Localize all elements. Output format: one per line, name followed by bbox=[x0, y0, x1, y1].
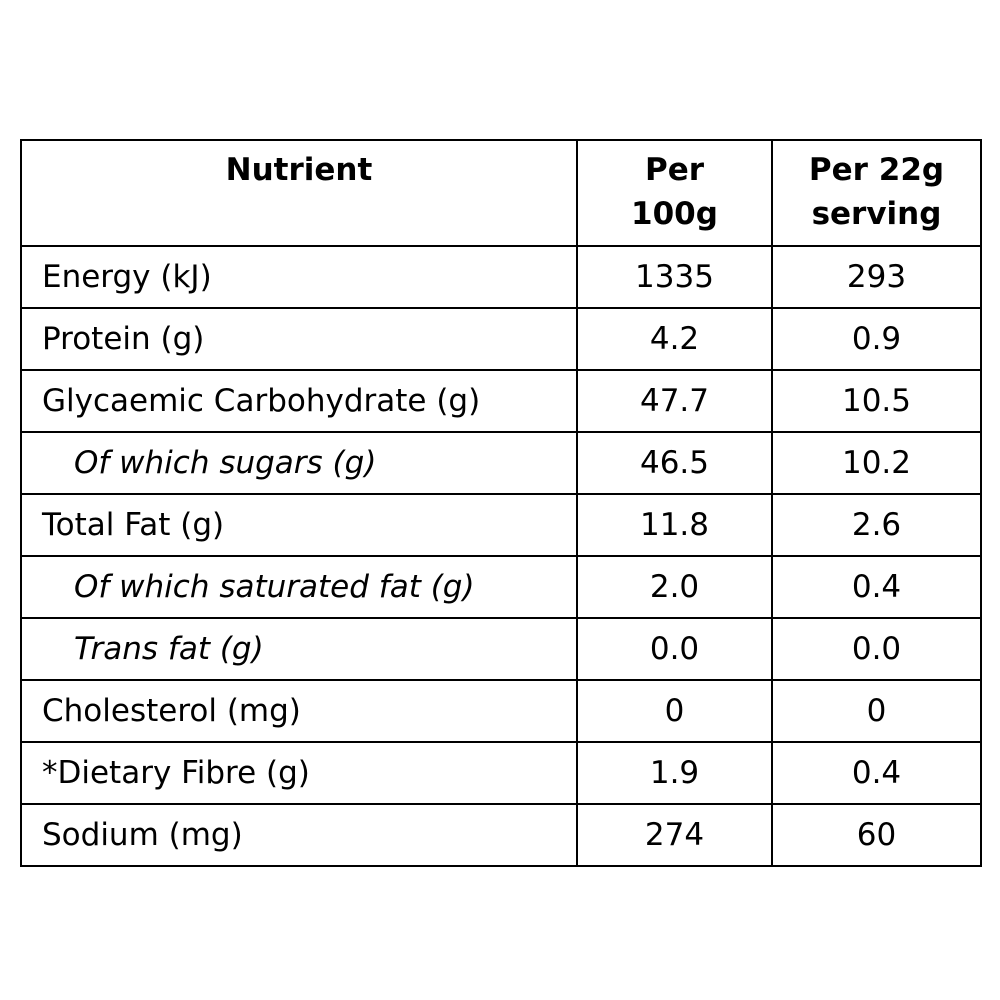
per-100g-value: 1.9 bbox=[576, 741, 773, 805]
per-serving-value: 0.0 bbox=[771, 617, 982, 681]
per-serving-value: 293 bbox=[771, 245, 982, 309]
table-row: *Dietary Fibre (g) 1.9 0.4 bbox=[20, 741, 982, 805]
header-per-100g-line2: 100g bbox=[631, 196, 718, 232]
per-serving-value: 0.9 bbox=[771, 307, 982, 371]
nutrient-name: Energy (kJ) bbox=[20, 245, 578, 309]
nutrient-name: Total Fat (g) bbox=[20, 493, 578, 557]
per-serving-value: 0.4 bbox=[771, 741, 982, 805]
per-100g-value: 0 bbox=[576, 679, 773, 743]
table-header: Nutrient Per 100g Per 22g serving bbox=[20, 139, 982, 247]
per-100g-value: 2.0 bbox=[576, 555, 773, 619]
table-row: Protein (g) 4.2 0.9 bbox=[20, 307, 982, 371]
per-100g-value: 47.7 bbox=[576, 369, 773, 433]
table-row-subitem: Of which sugars (g) 46.5 10.2 bbox=[20, 431, 982, 495]
per-serving-value: 10.5 bbox=[771, 369, 982, 433]
per-serving-value: 2.6 bbox=[771, 493, 982, 557]
header-per-100g-line1: Per bbox=[644, 152, 705, 188]
header-per-serving: Per 22g serving bbox=[771, 139, 982, 247]
table-body: Energy (kJ) 1335 293 Protein (g) 4.2 0.9… bbox=[20, 245, 982, 867]
per-serving-value: 0 bbox=[771, 679, 982, 743]
header-per-100g: Per 100g bbox=[576, 139, 773, 247]
per-100g-value: 46.5 bbox=[576, 431, 773, 495]
per-100g-value: 11.8 bbox=[576, 493, 773, 557]
per-serving-value: 10.2 bbox=[771, 431, 982, 495]
table-row: Glycaemic Carbohydrate (g) 47.7 10.5 bbox=[20, 369, 982, 433]
table-row: Energy (kJ) 1335 293 bbox=[20, 245, 982, 309]
per-serving-value: 0.4 bbox=[771, 555, 982, 619]
per-100g-value: 274 bbox=[576, 803, 773, 867]
nutrient-name: Trans fat (g) bbox=[20, 617, 578, 681]
nutrient-name: Cholesterol (mg) bbox=[20, 679, 578, 743]
header-per-serving-line1: Per 22g bbox=[808, 152, 945, 188]
table-row: Total Fat (g) 11.8 2.6 bbox=[20, 493, 982, 557]
nutrient-name: Of which sugars (g) bbox=[20, 431, 578, 495]
nutrition-panel: Nutrient Per 100g Per 22g serving Energy… bbox=[20, 139, 982, 867]
table-row-subitem: Trans fat (g) 0.0 0.0 bbox=[20, 617, 982, 681]
nutrition-table: Nutrient Per 100g Per 22g serving Energy… bbox=[20, 139, 982, 867]
per-100g-value: 4.2 bbox=[576, 307, 773, 371]
header-nutrient: Nutrient bbox=[20, 139, 578, 247]
header-nutrient-label: Nutrient bbox=[225, 152, 373, 188]
nutrient-name: Protein (g) bbox=[20, 307, 578, 371]
header-per-serving-line2: serving bbox=[811, 196, 942, 232]
table-row: Sodium (mg) 274 60 bbox=[20, 803, 982, 867]
nutrient-name: Glycaemic Carbohydrate (g) bbox=[20, 369, 578, 433]
table-row-subitem: Of which saturated fat (g) 2.0 0.4 bbox=[20, 555, 982, 619]
nutrient-name: *Dietary Fibre (g) bbox=[20, 741, 578, 805]
table-row: Cholesterol (mg) 0 0 bbox=[20, 679, 982, 743]
nutrient-name: Of which saturated fat (g) bbox=[20, 555, 578, 619]
header-row: Nutrient Per 100g Per 22g serving bbox=[20, 139, 982, 247]
per-100g-value: 0.0 bbox=[576, 617, 773, 681]
per-100g-value: 1335 bbox=[576, 245, 773, 309]
per-serving-value: 60 bbox=[771, 803, 982, 867]
nutrient-name: Sodium (mg) bbox=[20, 803, 578, 867]
